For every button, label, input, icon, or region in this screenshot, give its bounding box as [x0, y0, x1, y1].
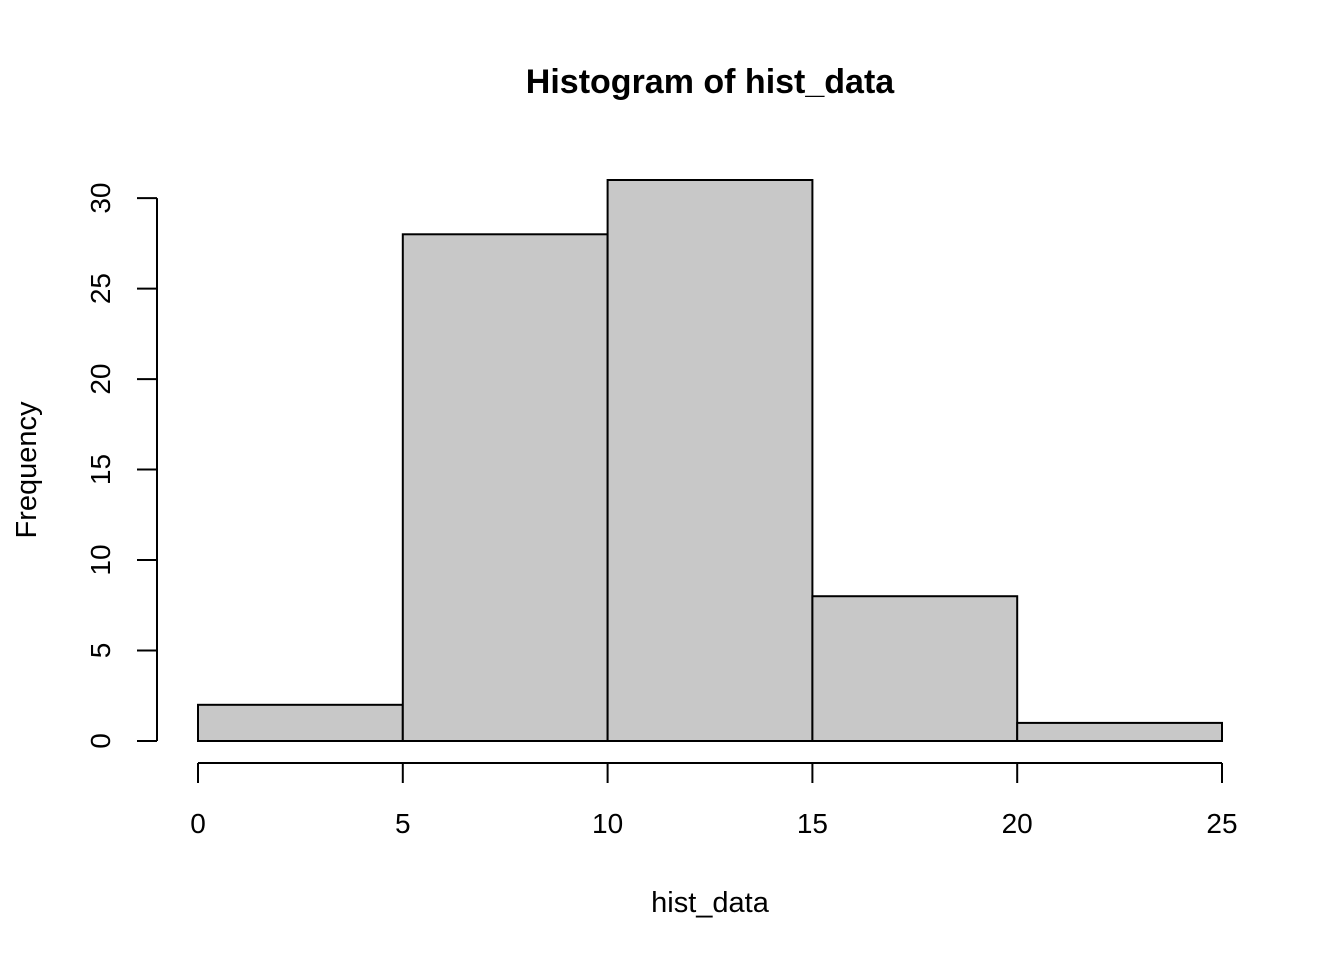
histogram-bar-2: [606, 179, 814, 742]
x-axis: 0 5 10 15 20 25: [190, 762, 1238, 839]
y-tick-label-5: 25: [85, 273, 116, 304]
x-tick-label-5: 25: [1206, 808, 1237, 839]
histogram-bar-1: [401, 233, 609, 743]
y-tick-label-0: 0: [85, 733, 116, 749]
y-tick-label-4: 20: [85, 363, 116, 394]
y-axis: 0 5 10 15 20 25 30: [85, 183, 158, 749]
x-axis-label: hist_data: [651, 887, 770, 919]
y-tick-label-1: 5: [85, 643, 116, 659]
x-tick-label-0: 0: [190, 808, 206, 839]
x-tick-label-4: 20: [1002, 808, 1033, 839]
histogram-bar-4: [1016, 721, 1224, 742]
x-tick-label-3: 15: [797, 808, 828, 839]
histogram-bar-0: [197, 703, 404, 743]
y-tick-label-6: 30: [85, 183, 116, 214]
x-tick-label-2: 10: [592, 808, 623, 839]
y-tick-label-2: 10: [85, 544, 116, 575]
y-tick-label-3: 15: [85, 454, 116, 485]
y-axis-label: Frequency: [11, 401, 43, 539]
histogram-bar-3: [811, 595, 1019, 743]
bars-group: [197, 179, 1224, 743]
x-tick-label-1: 5: [395, 808, 411, 839]
chart-title: Histogram of hist_data: [526, 63, 895, 101]
